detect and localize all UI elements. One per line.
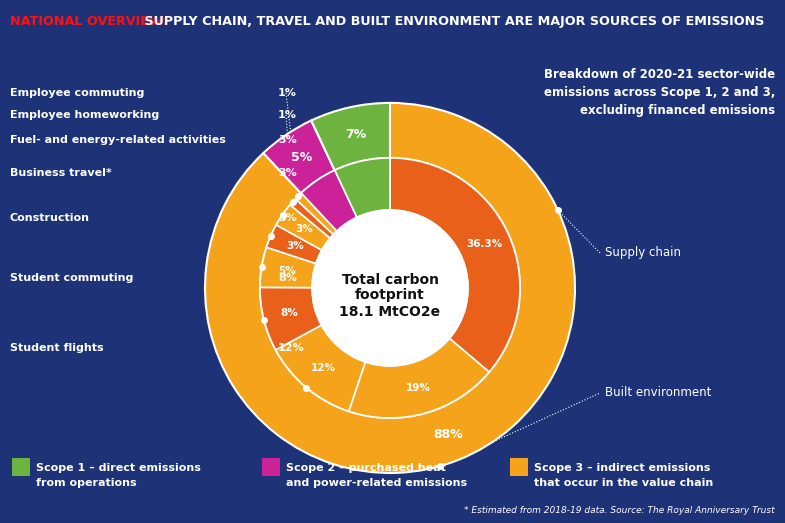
Text: 5%: 5% bbox=[278, 213, 297, 223]
Text: and power-related emissions: and power-related emissions bbox=[286, 478, 467, 488]
Wedge shape bbox=[311, 103, 390, 170]
Text: NATIONAL OVERVIEW:: NATIONAL OVERVIEW: bbox=[10, 15, 168, 28]
Text: 1%: 1% bbox=[278, 110, 297, 120]
Text: Employee commuting: Employee commuting bbox=[10, 88, 144, 98]
Text: 3%: 3% bbox=[278, 135, 297, 145]
Text: 36.3%: 36.3% bbox=[466, 239, 502, 249]
Wedge shape bbox=[390, 158, 520, 372]
Circle shape bbox=[312, 210, 468, 366]
Text: Business travel*: Business travel* bbox=[10, 168, 111, 178]
Wedge shape bbox=[263, 120, 334, 193]
Wedge shape bbox=[267, 225, 322, 264]
Text: from operations: from operations bbox=[36, 478, 137, 488]
Text: Student flights: Student flights bbox=[10, 343, 104, 353]
Text: 7%: 7% bbox=[345, 128, 367, 141]
Text: 5%: 5% bbox=[279, 266, 296, 276]
Text: * Estimated from 2018-19 data. Source: The Royal Anniversary Trust: * Estimated from 2018-19 data. Source: T… bbox=[465, 506, 775, 515]
Text: 12%: 12% bbox=[311, 362, 336, 372]
Wedge shape bbox=[205, 103, 575, 473]
Text: Breakdown of 2020-21 sector-wide
emissions across Scope 1, 2 and 3,
excluding fi: Breakdown of 2020-21 sector-wide emissio… bbox=[544, 68, 775, 117]
Wedge shape bbox=[260, 247, 316, 288]
Text: 88%: 88% bbox=[433, 428, 463, 441]
Text: Built environment: Built environment bbox=[605, 386, 711, 400]
Bar bbox=[262, 458, 280, 476]
Text: Fuel- and energy-related activities: Fuel- and energy-related activities bbox=[10, 135, 226, 145]
Text: 3%: 3% bbox=[278, 168, 297, 178]
Wedge shape bbox=[335, 158, 390, 218]
Text: Employee homeworking: Employee homeworking bbox=[10, 110, 159, 120]
Wedge shape bbox=[290, 199, 334, 238]
Text: 18.1 MtCO2e: 18.1 MtCO2e bbox=[339, 305, 440, 319]
Wedge shape bbox=[276, 205, 330, 250]
Wedge shape bbox=[260, 287, 321, 350]
Text: Supply chain: Supply chain bbox=[605, 246, 681, 259]
Text: Scope 3 – indirect emissions: Scope 3 – indirect emissions bbox=[534, 463, 710, 473]
Text: 3%: 3% bbox=[286, 241, 304, 251]
Text: Construction: Construction bbox=[10, 213, 90, 223]
Text: 8%: 8% bbox=[280, 308, 298, 319]
Text: 3%: 3% bbox=[295, 224, 313, 234]
Wedge shape bbox=[295, 193, 337, 234]
Text: 5%: 5% bbox=[291, 151, 312, 164]
Bar bbox=[510, 458, 528, 476]
Text: Scope 1 – direct emissions: Scope 1 – direct emissions bbox=[36, 463, 201, 473]
Text: 19%: 19% bbox=[406, 383, 430, 393]
Text: 1%: 1% bbox=[278, 88, 297, 98]
Text: SUPPLY CHAIN, TRAVEL AND BUILT ENVIRONMENT ARE MAJOR SOURCES OF EMISSIONS: SUPPLY CHAIN, TRAVEL AND BUILT ENVIRONME… bbox=[140, 15, 764, 28]
Wedge shape bbox=[301, 170, 357, 231]
Text: Total carbon: Total carbon bbox=[341, 273, 439, 287]
Wedge shape bbox=[349, 338, 489, 418]
Text: 8%: 8% bbox=[278, 273, 297, 283]
Wedge shape bbox=[276, 325, 365, 411]
Text: 12%: 12% bbox=[278, 343, 305, 353]
Text: that occur in the value chain: that occur in the value chain bbox=[534, 478, 714, 488]
Bar bbox=[12, 458, 30, 476]
Text: Scope 2 – purchased heat: Scope 2 – purchased heat bbox=[286, 463, 446, 473]
Text: footprint: footprint bbox=[355, 288, 425, 302]
Text: Student commuting: Student commuting bbox=[10, 273, 133, 283]
